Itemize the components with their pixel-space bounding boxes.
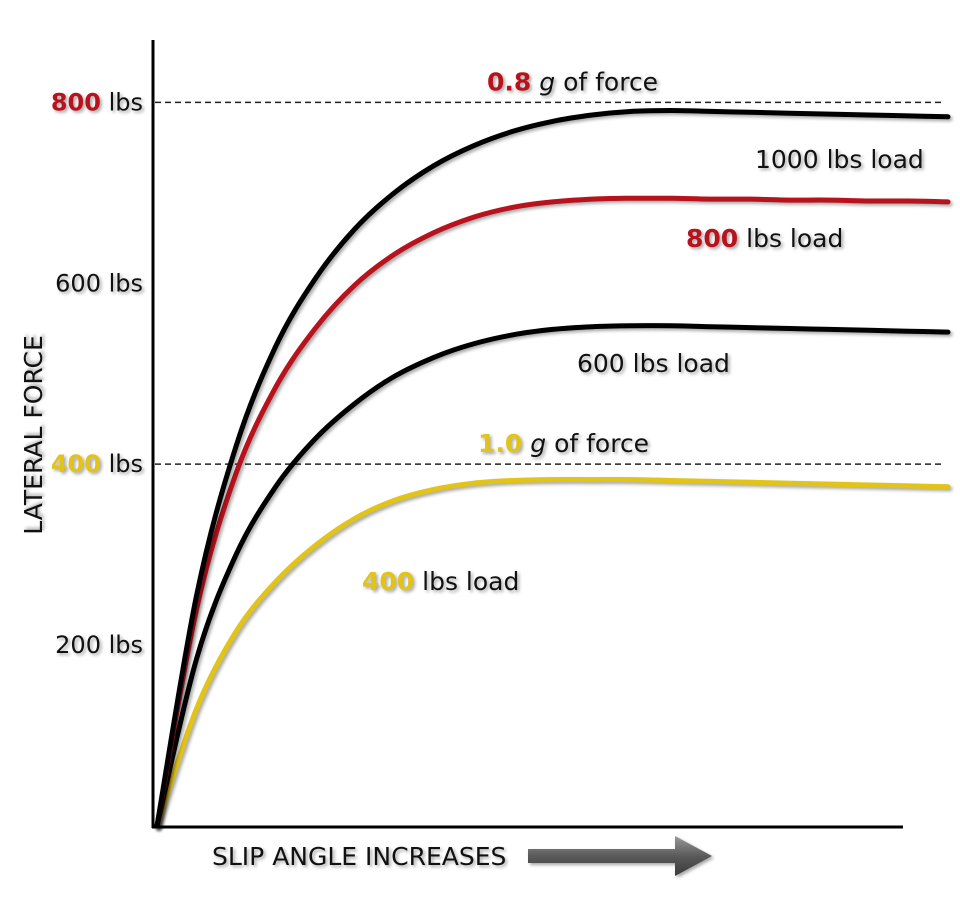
reference-label-g: g [522,429,546,458]
series-label-400-lbs: 400 lbs load [362,567,519,596]
y-tick-value: 800 [51,88,101,116]
y-axis-title: LATERAL FORCE [19,335,48,535]
series-line-800-lbs [154,195,951,829]
y-tick-label-800: 800 lbs [51,88,143,116]
reference-label-text: of force [546,429,649,458]
reference-label-value: 1.0 [478,429,522,458]
series-label-800-lbs: 800 lbs load [686,224,843,253]
y-tick-unit: lbs [101,450,143,478]
arrow-right-icon [528,836,712,876]
y-tick-unit: lbs [101,88,143,116]
reference-label-text: of force [555,67,658,96]
series-label-text: lbs load [819,145,924,174]
reference-label-g: g [531,67,555,96]
reference-label-0.8: 0.8 g of force [487,67,658,96]
y-tick-value: 200 lbs [55,631,143,659]
series-label-text: lbs load [414,567,519,596]
series-label-text: lbs load [625,349,730,378]
series-label-value: 1000 [755,145,819,174]
x-axis-title: SLIP ANGLE INCREASES [212,842,506,871]
reference-lines [155,101,945,465]
y-tick-label-400: 400 lbs [51,450,143,478]
series-line-1000-lbs [154,107,951,829]
series-label-value: 800 [686,224,738,253]
reference-label-1.0: 1.0 g of force [478,429,649,458]
y-tick-labels: 800 lbs 600 lbs 400 lbs 200 lbs [51,88,143,659]
series-line-600-lbs [154,323,951,829]
y-tick-value: 400 [51,450,101,478]
series-label-value: 400 [362,567,414,596]
y-tick-value: 600 lbs [55,269,143,297]
series-label-value: 600 [577,349,625,378]
series-line-400-lbs [154,477,951,829]
y-tick-label-600: 600 lbs [55,269,143,297]
series-lines [154,107,951,829]
reference-label-value: 0.8 [487,67,531,96]
series-label-600-lbs: 600 lbs load [577,349,730,378]
y-tick-label-200: 200 lbs [55,631,143,659]
series-label-1000-lbs: 1000 lbs load [755,145,924,174]
series-label-text: lbs load [738,224,843,253]
